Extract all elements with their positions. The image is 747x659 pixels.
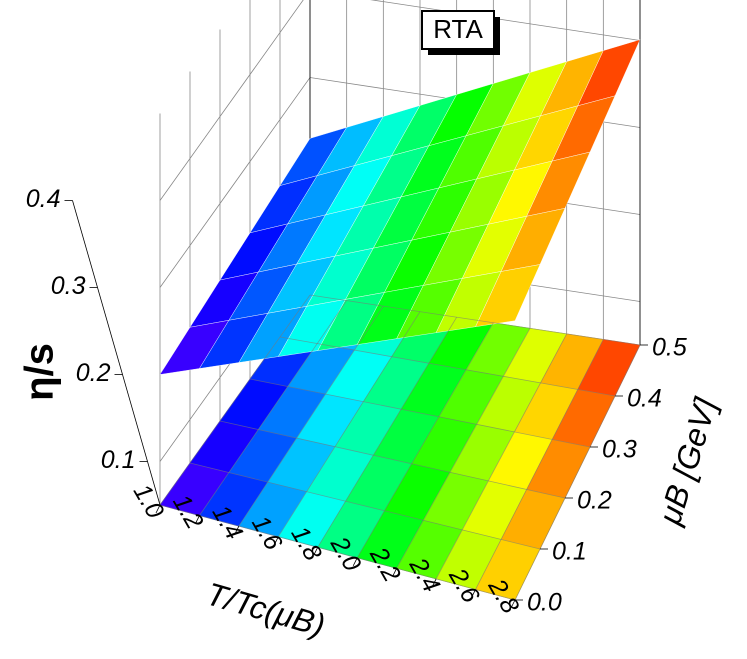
z-tick-label: 0.1 <box>101 446 136 474</box>
surface-cell <box>475 264 541 327</box>
floor-grid-line <box>199 300 347 516</box>
x-tick <box>431 578 437 588</box>
y-tick-label: 0.2 <box>577 487 612 515</box>
floor-grid-line <box>249 378 591 448</box>
x-tick <box>195 515 200 524</box>
x-tick <box>155 504 161 514</box>
z-tick-label: 0.3 <box>51 272 86 300</box>
y-axis-label: μB [GeV] <box>651 393 724 529</box>
x-tick <box>392 568 398 577</box>
floor-grid-line <box>396 328 531 569</box>
y-tick-label: 0.3 <box>602 436 637 464</box>
annotation: RTA <box>433 14 483 44</box>
annotation-box: RTA <box>421 10 500 55</box>
y-tick-label: 0.0 <box>527 589 562 617</box>
surface <box>159 39 641 375</box>
floor-grid-line <box>219 420 566 499</box>
floor-grid-line <box>279 336 616 397</box>
x-tick-label: 1.0 <box>128 479 170 523</box>
floor-grid-line <box>435 333 568 580</box>
x-tick <box>273 536 279 545</box>
x-tick <box>352 557 358 566</box>
floor-grid-line <box>159 504 516 601</box>
grid-line <box>159 0 641 201</box>
x-tick <box>313 547 319 556</box>
z-tick-label: 0.4 <box>26 185 61 213</box>
z-axis-line <box>72 200 161 506</box>
floor-grid-line <box>514 344 641 601</box>
x-tick <box>471 589 476 598</box>
floor-grid-line <box>309 294 641 346</box>
x-axis-label: T/Tc(μB) <box>202 576 328 644</box>
y-tick-label: 0.5 <box>652 334 687 362</box>
z-tick-label: 0.2 <box>76 359 111 387</box>
floor-grid-line <box>317 317 458 548</box>
floor-grid-line <box>189 462 541 550</box>
floor-grid-line <box>159 294 311 506</box>
annotation-frame <box>421 10 495 50</box>
z-axis-label: η/s <box>18 343 62 401</box>
y-tick-label: 0.1 <box>552 538 587 566</box>
x-tick <box>234 525 240 535</box>
floor-grid-line <box>356 322 494 558</box>
x-tick <box>510 599 516 609</box>
floor-grid-line <box>475 339 604 590</box>
floor-grid-line <box>277 311 421 537</box>
y-tick-label: 0.4 <box>627 385 662 413</box>
floor-grid-line <box>238 305 384 527</box>
